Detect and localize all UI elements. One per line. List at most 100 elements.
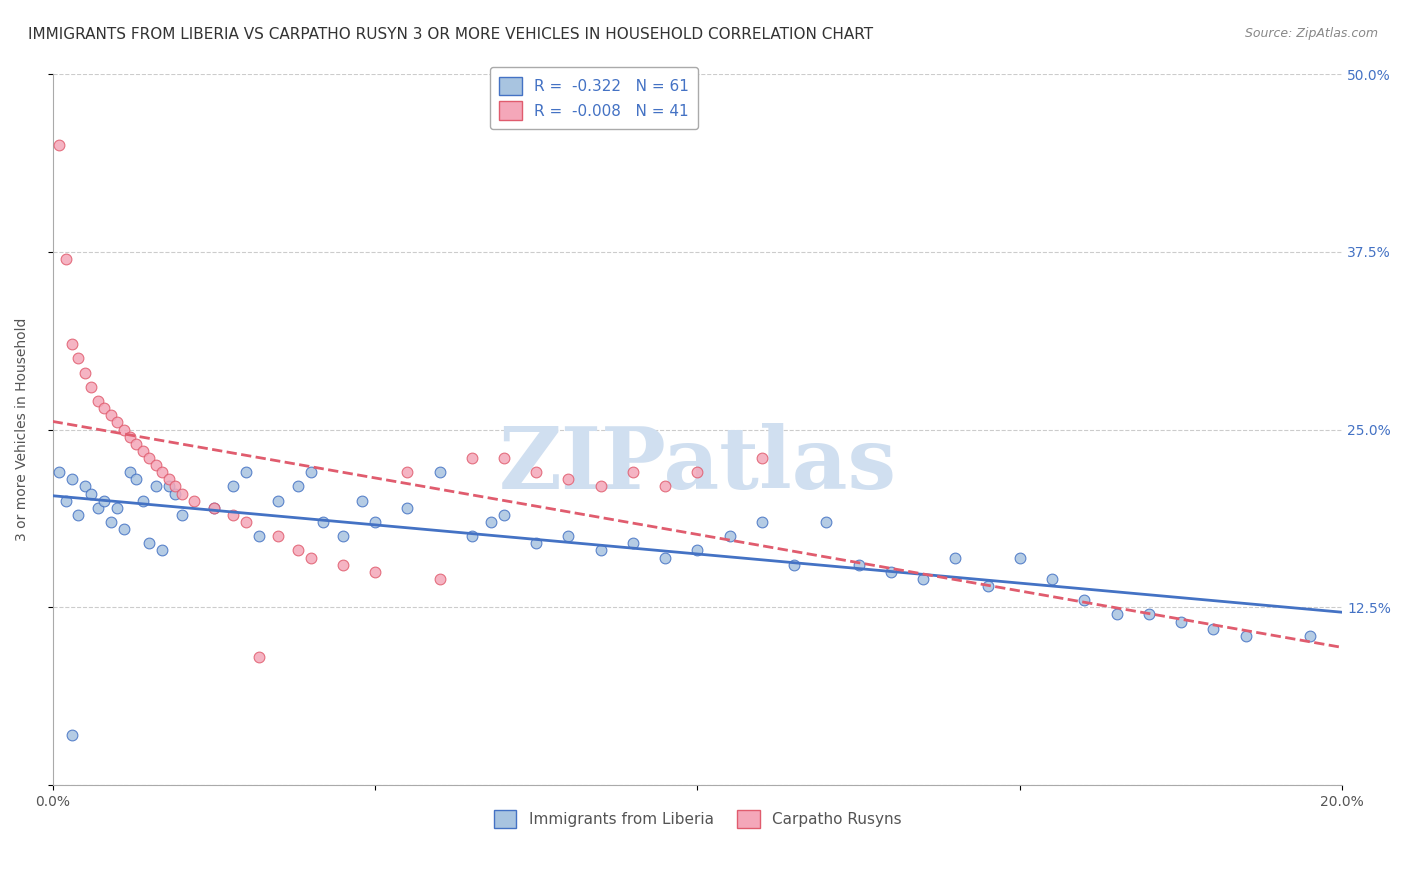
Point [80,380,103,394]
Point [1008,550,1031,565]
Point [170,508,193,522]
Point [1137,607,1160,622]
Point [492,450,515,465]
Point [247,529,270,543]
Point [267,493,290,508]
Point [364,565,387,579]
Point [150,543,173,558]
Point [912,572,935,586]
Legend: Immigrants from Liberia, Carpatho Rusyns: Immigrants from Liberia, Carpatho Rusyns [488,804,907,834]
Point [396,500,419,515]
Point [621,536,644,550]
Point [815,515,838,529]
Point [87,500,110,515]
Point [55,252,77,266]
Point [479,515,502,529]
Point [686,543,709,558]
Point [1105,607,1128,622]
Point [267,529,290,543]
Point [1073,593,1095,607]
Point [524,465,547,479]
Point [848,558,870,572]
Point [105,416,128,430]
Point [222,508,245,522]
Point [524,536,547,550]
Point [235,515,257,529]
Point [48,465,70,479]
Point [332,558,354,572]
Point [87,394,110,409]
Text: ZIPatlas: ZIPatlas [499,423,897,508]
Point [976,579,998,593]
Point [67,351,90,366]
Point [686,465,709,479]
Point [67,508,90,522]
Point [80,486,103,500]
Point [100,409,122,423]
Point [299,550,322,565]
Point [364,515,387,529]
Point [145,479,167,493]
Point [73,366,96,380]
Point [429,572,451,586]
Point [287,543,309,558]
Point [170,486,193,500]
Point [132,443,155,458]
Point [1234,629,1257,643]
Point [235,465,257,479]
Point [589,543,612,558]
Point [93,493,115,508]
Point [125,437,148,451]
Point [429,465,451,479]
Point [138,536,160,550]
Point [557,472,579,486]
Point [1040,572,1063,586]
Point [112,522,135,536]
Point [557,529,579,543]
Point [55,493,77,508]
Point [73,479,96,493]
Y-axis label: 3 or more Vehicles in Household: 3 or more Vehicles in Household [15,318,30,541]
Point [880,565,903,579]
Point [222,479,245,493]
Point [492,508,515,522]
Point [247,650,270,665]
Point [60,472,83,486]
Point [105,500,128,515]
Point [202,500,225,515]
Point [396,465,419,479]
Point [157,479,180,493]
Point [621,465,644,479]
Point [165,486,187,500]
Point [589,479,612,493]
Point [299,465,322,479]
Point [150,465,173,479]
Point [1170,615,1192,629]
Point [145,458,167,472]
Point [132,493,155,508]
Point [1299,629,1322,643]
Point [157,472,180,486]
Point [751,450,773,465]
Point [125,472,148,486]
Text: IMMIGRANTS FROM LIBERIA VS CARPATHO RUSYN 3 OR MORE VEHICLES IN HOUSEHOLD CORREL: IMMIGRANTS FROM LIBERIA VS CARPATHO RUSY… [28,27,873,42]
Point [943,550,966,565]
Point [332,529,354,543]
Point [461,529,484,543]
Point [654,550,676,565]
Point [118,465,141,479]
Point [287,479,309,493]
Point [718,529,741,543]
Point [1202,622,1225,636]
Point [100,515,122,529]
Point [60,337,83,351]
Point [165,479,187,493]
Point [138,450,160,465]
Point [60,728,83,742]
Point [461,450,484,465]
Point [312,515,335,529]
Point [751,515,773,529]
Point [118,430,141,444]
Point [202,500,225,515]
Point [93,401,115,416]
